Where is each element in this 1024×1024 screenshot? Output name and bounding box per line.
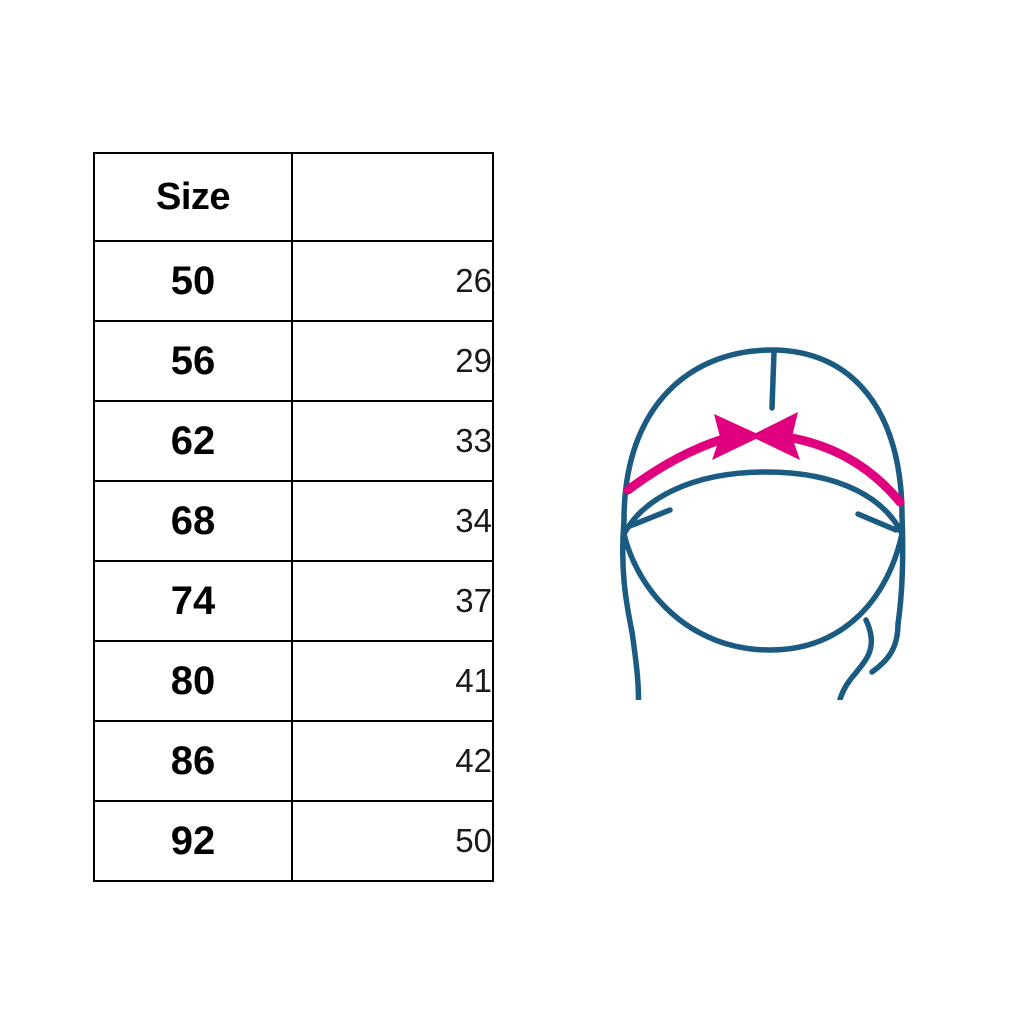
cell-size: 68 (93, 480, 293, 562)
cell-size: 50 (93, 240, 293, 322)
table-row: 86 42 (93, 720, 494, 802)
table-row: 80 41 (93, 640, 494, 722)
cell-measurement: 42 (291, 720, 494, 802)
hat-left-seam (627, 507, 673, 529)
cell-measurement: 41 (291, 640, 494, 722)
table-row: 56 29 (93, 320, 494, 402)
column-header-size: Size (93, 152, 293, 242)
cell-measurement: 34 (291, 480, 494, 562)
cell-size: 74 (93, 560, 293, 642)
table-header-row: Size (93, 152, 494, 242)
cell-size: 62 (93, 400, 293, 482)
cell-measurement: 33 (291, 400, 494, 482)
cell-size: 80 (93, 640, 293, 722)
measurement-arrow (623, 412, 905, 507)
measurement-arrow-right-shaft (787, 433, 905, 507)
cell-size: 56 (93, 320, 293, 402)
cell-measurement: 26 (291, 240, 494, 322)
hat-right-tie-outer (869, 621, 901, 675)
table-row: 68 34 (93, 480, 494, 562)
size-table-container: Size 50 26 56 29 62 33 68 34 74 (93, 152, 494, 882)
table-row: 50 26 (93, 240, 494, 322)
hat-top-seam (769, 349, 777, 411)
cell-measurement: 50 (291, 800, 494, 882)
table-row: 62 33 (93, 400, 494, 482)
cell-measurement: 29 (291, 320, 494, 402)
column-header-measurement (291, 152, 494, 242)
cell-size: 86 (93, 720, 293, 802)
hat-crown-outline (621, 347, 905, 523)
cell-measurement: 37 (291, 560, 494, 642)
table-row: 92 50 (93, 800, 494, 882)
size-table-body: 50 26 56 29 62 33 68 34 74 37 80 41 (93, 240, 494, 882)
cell-size: 92 (93, 800, 293, 882)
size-table-head: Size (93, 152, 494, 242)
hat-diagram (580, 320, 960, 700)
table-row: 74 37 (93, 560, 494, 642)
measurement-arrow-right-head (750, 412, 800, 460)
measurement-arrow-left-head (712, 414, 762, 460)
hat-left-tie (629, 629, 642, 700)
hat-brim-outline (621, 469, 905, 537)
measurement-arrow-left-shaft (623, 435, 725, 495)
hat-brim-lower-edge (621, 531, 905, 653)
hat-diagram-svg (619, 347, 906, 700)
hat-right-seam (855, 511, 899, 533)
size-table: Size 50 26 56 29 62 33 68 34 74 (93, 152, 494, 882)
hat-right-tie-inner (837, 617, 874, 700)
